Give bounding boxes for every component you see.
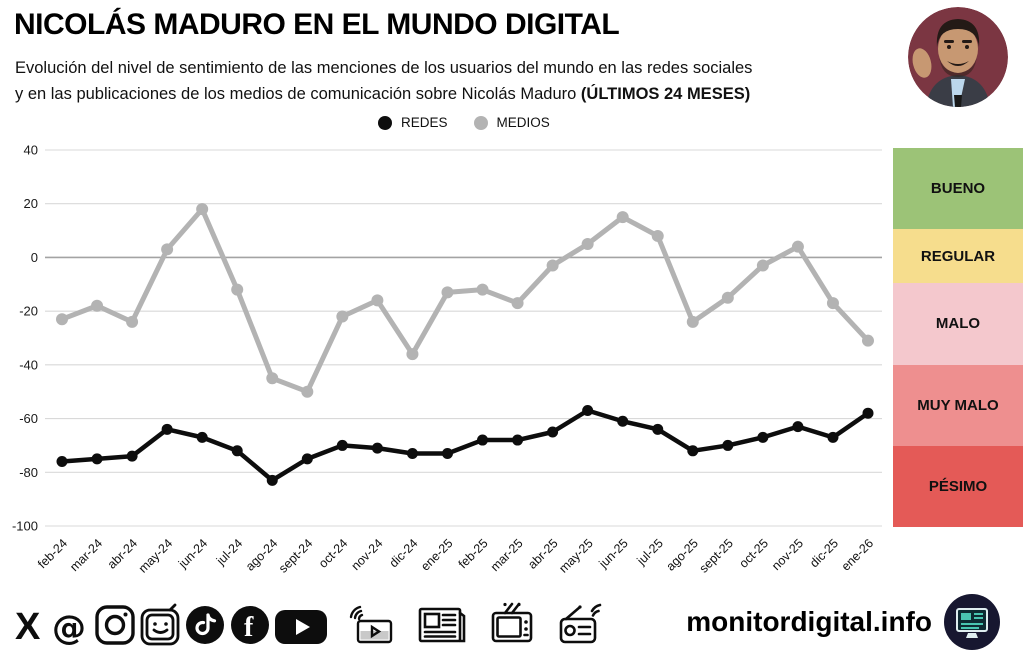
svg-text:jul-24: jul-24 [213,536,245,568]
svg-text:jul-25: jul-25 [634,536,666,568]
facebook-icon: f [229,603,271,647]
svg-text:dic-24: dic-24 [387,536,421,570]
monitor-icon [944,594,1000,650]
scale-label-bueno: BUENO [930,180,986,198]
svg-text:sept-25: sept-25 [697,536,736,575]
svg-text:@: @ [52,608,86,647]
youtube-icon [274,603,328,647]
svg-text:-100: -100 [12,519,38,534]
svg-text:oct-25: oct-25 [737,536,771,570]
site-name: monitordigital.info [686,606,932,637]
streaming-icon [348,601,396,649]
legend-item-medios: MEDIOS [473,115,550,130]
svg-text:-60: -60 [19,411,38,426]
scale-band-regular: REGULAR [893,229,1023,284]
page-title: NICOLÁS MADURO EN EL MUNDO DIGITAL [14,8,620,41]
subtitle-line2-text: y en las publicaciones de los medios de … [15,85,577,103]
scale-label-regular: REGULAR [920,247,996,265]
tiktok-icon [184,603,226,647]
subtitle-line2: y en las publicaciones de los medios de … [15,81,750,107]
svg-text:-40: -40 [19,357,38,372]
scale-label-malo: MALO [935,315,981,333]
svg-text:f: f [244,612,254,643]
svg-text:0: 0 [31,250,38,265]
scale-band-bueno: BUENO [893,148,1023,230]
svg-text:40: 40 [24,143,38,158]
chart-legend: REDES MEDIOS [378,115,550,130]
subtitle-period: (ÚLTIMOS 24 MESES) [580,85,751,103]
legend-label-medios: MEDIOS [496,115,550,130]
threads-icon: @ [51,603,91,647]
svg-text:dic-25: dic-25 [807,536,841,570]
avatar [908,7,1008,107]
brand: monitordigital.info [686,594,1000,650]
svg-text:X: X [15,606,41,647]
maduro-portrait-icon [908,7,1008,107]
svg-text:ene-25: ene-25 [418,536,455,573]
newspaper-icon [416,601,468,649]
svg-text:mar-24: mar-24 [67,536,105,574]
svg-text:feb-25: feb-25 [456,536,491,571]
svg-text:nov-25: nov-25 [769,536,806,573]
scale-label-pesimo: PÉSIMO [928,477,988,495]
legend-item-redes: REDES [378,115,448,130]
svg-text:ago-24: ago-24 [243,536,280,573]
scale-band-muy-malo: MUY MALO [893,364,1023,446]
svg-text:abr-25: abr-25 [525,536,560,571]
svg-text:-20: -20 [19,304,38,319]
tv-icon [488,601,536,649]
x-icon: X [12,603,48,647]
svg-text:may-24: may-24 [136,536,175,575]
medios-dot-icon [473,115,488,130]
svg-text:jun-24: jun-24 [175,536,210,571]
svg-text:abr-24: abr-24 [105,536,140,571]
tv-face-icon [139,603,181,647]
svg-text:ago-25: ago-25 [663,536,700,573]
svg-text:feb-24: feb-24 [35,536,70,571]
sentiment-scale: BUENO REGULAR MALO MUY MALO PÉSIMO [893,148,1023,528]
instagram-icon [94,603,136,647]
svg-text:-80: -80 [19,465,38,480]
subtitle-line1: Evolución del nivel de sentimiento de la… [15,59,753,77]
svg-text:ene-26: ene-26 [839,536,876,573]
svg-text:oct-24: oct-24 [316,536,350,570]
redes-dot-icon [378,115,392,130]
legend-label-redes: REDES [401,115,448,130]
scale-band-pesimo: PÉSIMO [893,445,1023,528]
svg-text:may-25: may-25 [556,536,595,575]
footer-icon-row: X @ f [12,598,608,652]
svg-text:mar-25: mar-25 [488,536,526,574]
svg-text:sept-24: sept-24 [276,536,315,575]
radio-icon [556,601,608,649]
svg-text:nov-24: nov-24 [349,536,386,573]
scale-label-muy-malo: MUY MALO [917,396,999,414]
svg-text:20: 20 [24,196,38,211]
scale-band-malo: MALO [893,283,1023,365]
svg-text:jun-25: jun-25 [596,536,631,571]
